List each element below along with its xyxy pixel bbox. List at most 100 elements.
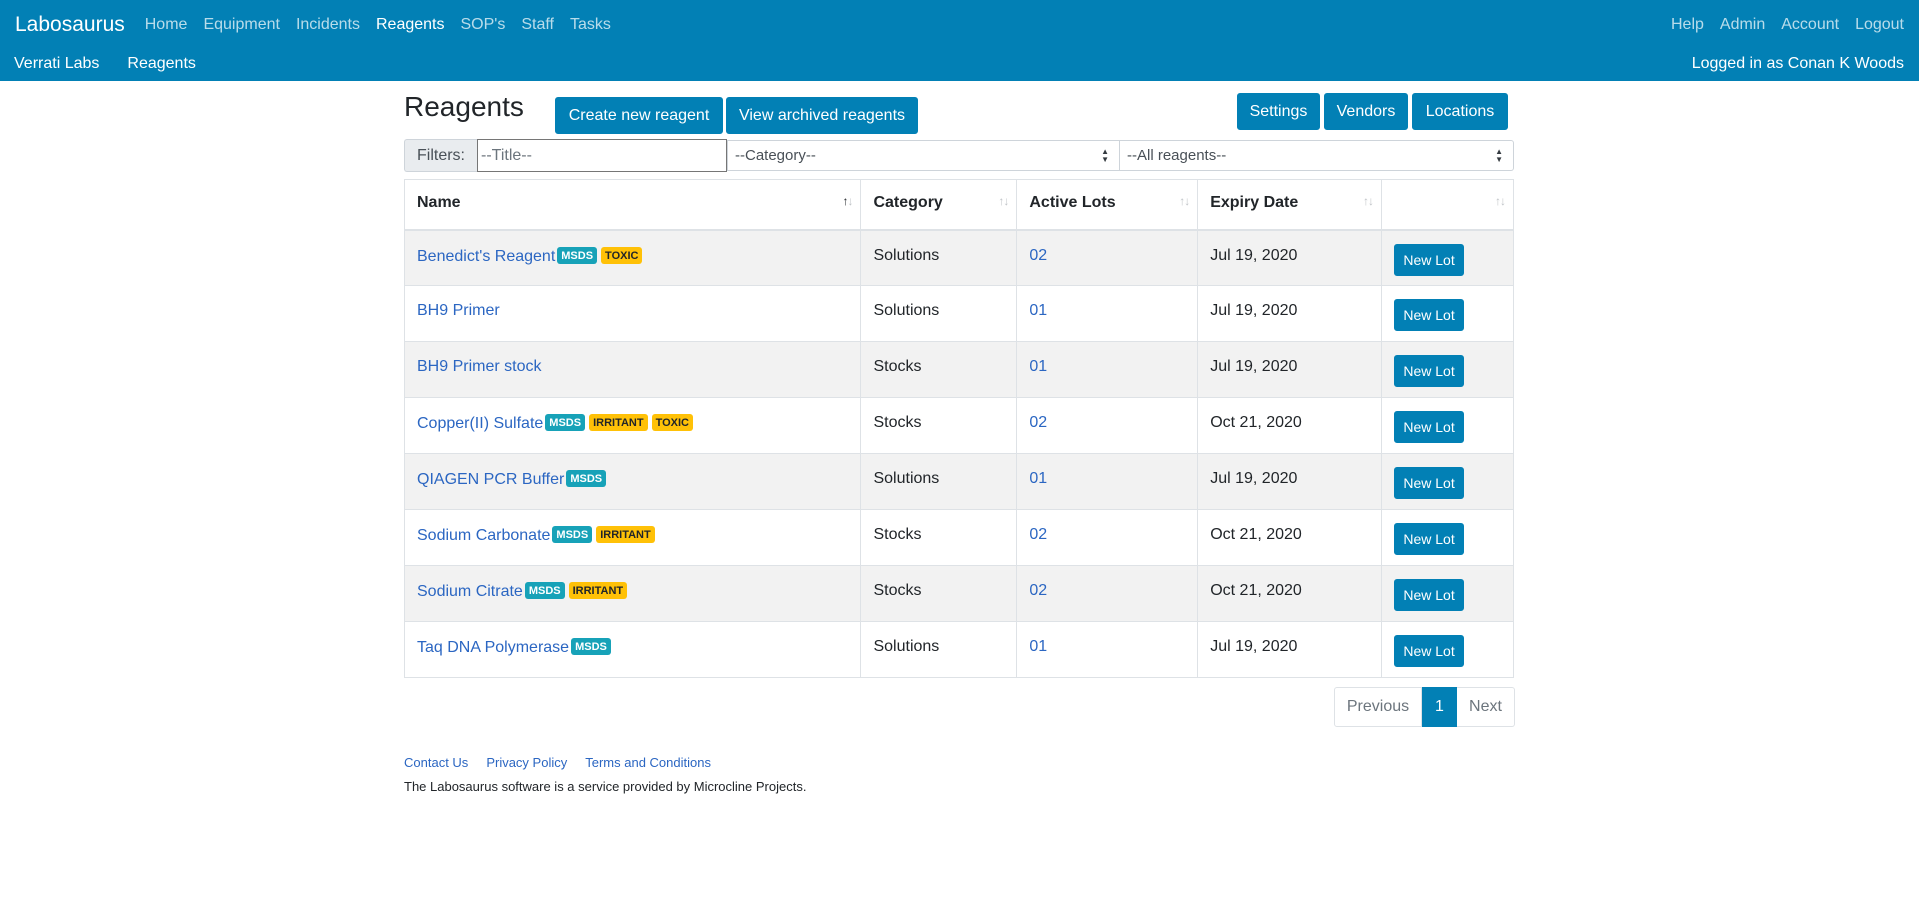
sub-nav: Verrati Labs Reagents Logged in as Conan… [0,52,1919,76]
cell-category: Solutions [860,285,1018,342]
reagent-name-link[interactable]: Sodium Carbonate [417,527,551,544]
msds-badge[interactable]: MSDS [524,582,565,599]
nav-logout[interactable]: Logout [1855,15,1904,33]
reagent-name-link[interactable]: Taq DNA Polymerase [417,639,570,656]
cell-actions: New Lot [1381,229,1514,286]
cell-expiry-date: Jul 19, 2020 [1197,285,1383,342]
cell-category: Solutions [860,453,1018,510]
msds-badge[interactable]: MSDS [545,414,586,431]
category-select[interactable]: --Category-- ▲ ▼ [727,140,1120,171]
main-nav: Labosaurus Home Equipment Incidents Reag… [0,0,1919,49]
select-arrows-icon: ▲ ▼ [1101,147,1109,164]
active-lots-link[interactable]: 01 [1029,638,1048,655]
reagent-name-link[interactable]: Sodium Citrate [417,583,523,600]
new-lot-button[interactable]: New Lot [1394,523,1465,555]
msds-badge[interactable]: MSDS [557,246,598,264]
hazard-badge: IRRITANT [568,582,628,599]
footer-privacy-link[interactable]: Privacy Policy [486,755,568,770]
new-lot-button[interactable]: New Lot [1394,467,1465,499]
active-lots-link[interactable]: 02 [1029,246,1048,264]
column-header-actions[interactable]: ↑↓ [1381,179,1514,231]
header-label: Category [873,194,943,211]
reagent-name-link[interactable]: BH9 Primer stock [417,358,542,375]
msds-badge[interactable]: MSDS [571,638,611,655]
nav-equipment[interactable]: Equipment [203,15,280,33]
hazard-badge: IRRITANT [589,414,648,431]
nav-sops[interactable]: SOP's [460,15,506,33]
active-lots-link[interactable]: 01 [1029,302,1048,319]
active-lots-link[interactable]: 01 [1029,358,1048,375]
msds-badge[interactable]: MSDS [552,526,593,543]
new-lot-button[interactable]: New Lot [1394,355,1465,387]
new-lot-button[interactable]: New Lot [1394,299,1465,331]
active-lots-link[interactable]: 02 [1029,414,1048,431]
nav-account[interactable]: Account [1781,15,1840,33]
select-arrows-icon: ▲ ▼ [1495,147,1503,164]
cell-active-lots: 02 [1016,397,1199,454]
new-lot-button[interactable]: New Lot [1394,579,1465,611]
view-archived-button[interactable]: View archived reagents [726,97,918,134]
new-lot-button[interactable]: New Lot [1394,635,1465,667]
locations-button[interactable]: Locations [1412,93,1508,130]
table-row: BH9 Primer Solutions 01 Jul 19, 2020 New Lot [403,285,1514,342]
nav-help[interactable]: Help [1670,15,1704,33]
reagent-name-link[interactable]: Benedict's Reagent [417,247,556,265]
create-reagent-button[interactable]: Create new reagent [555,97,723,134]
sort-icon[interactable]: ↑↓ [1495,194,1506,208]
cell-category: Stocks [860,341,1018,398]
main-content: Reagents Create new reagent View archive… [403,81,1515,794]
nav-tasks[interactable]: Tasks [569,15,611,33]
header-label: Name [417,194,461,211]
active-lots-link[interactable]: 01 [1029,470,1048,487]
column-header-active-lots[interactable]: Active Lots ↑↓ [1016,179,1199,231]
top-navbar: Labosaurus Home Equipment Incidents Reag… [0,0,1919,81]
cell-expiry-date: Jul 19, 2020 [1197,341,1383,398]
nav-admin[interactable]: Admin [1719,15,1766,33]
table-row: QIAGEN PCR Buffer MSDS Solutions 01 Jul 19, … [403,453,1514,510]
vendors-button[interactable]: Vendors [1324,93,1408,130]
footer-contact-link[interactable]: Contact Us [404,755,469,770]
nav-home[interactable]: Home [144,15,188,33]
reagent-name-link[interactable]: QIAGEN PCR Buffer [417,471,565,488]
nav-reagents[interactable]: Reagents [375,15,445,33]
logged-in-status: Logged in as Conan K Woods [1691,55,1904,72]
pagination-page-1[interactable]: 1 [1422,687,1457,727]
cell-category: Stocks [860,565,1018,622]
nav-staff[interactable]: Staff [521,15,554,33]
nav-incidents[interactable]: Incidents [295,15,360,33]
active-lots-link[interactable]: 02 [1029,526,1048,543]
reagents-table: Name ↑↓ Category ↑↓ Active Lots ↑↓ Expiry D… [403,179,1514,678]
pagination-previous[interactable]: Previous [1334,687,1422,727]
table-row: Benedict's Reagent MSDS TOXIC Solutions 02 Ju… [403,229,1514,286]
status-select[interactable]: --All reagents-- ▲ ▼ [1120,140,1514,171]
subnav-reagents[interactable]: Reagents [127,55,196,72]
settings-button[interactable]: Settings [1237,93,1320,130]
cell-active-lots: 01 [1016,453,1199,510]
sort-icon[interactable]: ↑↓ [842,194,853,208]
title-filter-input[interactable] [477,139,727,172]
new-lot-button[interactable]: New Lot [1394,243,1465,276]
msds-badge[interactable]: MSDS [566,470,607,487]
pagination-next[interactable]: Next [1457,687,1515,727]
new-lot-button[interactable]: New Lot [1394,411,1465,443]
header-label: Active Lots [1029,194,1116,211]
subnav-lab[interactable]: Verrati Labs [14,55,100,72]
sort-icon[interactable]: ↑↓ [1363,194,1374,208]
reagent-name-link[interactable]: Copper(II) Sulfate [417,415,544,432]
sort-icon[interactable]: ↑↓ [998,194,1009,208]
sort-icon[interactable]: ↑↓ [1179,194,1190,208]
footer-terms-link[interactable]: Terms and Conditions [585,755,711,770]
column-header-name[interactable]: Name ↑↓ [403,179,862,231]
column-header-category[interactable]: Category ↑↓ [860,179,1018,231]
cell-name: Taq DNA Polymerase MSDS [403,621,862,678]
brand-logo[interactable]: Labosaurus [15,12,125,36]
column-header-expiry[interactable]: Expiry Date ↑↓ [1197,179,1383,231]
cell-active-lots: 01 [1016,621,1199,678]
footer-note: The Labosaurus software is a service pro… [404,779,807,794]
table-row: Sodium Citrate MSDS IRRITANT Stocks 02 Oct 21… [403,565,1514,622]
active-lots-link[interactable]: 02 [1029,582,1048,599]
nav-left-links: Home Equipment Incidents Reagents SOP's … [137,16,619,34]
reagent-name-link[interactable]: BH9 Primer [417,302,500,319]
filter-bar: Filters: --Category-- ▲▼ --All reagents-… [404,139,1514,172]
cell-name: Sodium Carbonate MSDS IRRITANT [403,509,862,566]
